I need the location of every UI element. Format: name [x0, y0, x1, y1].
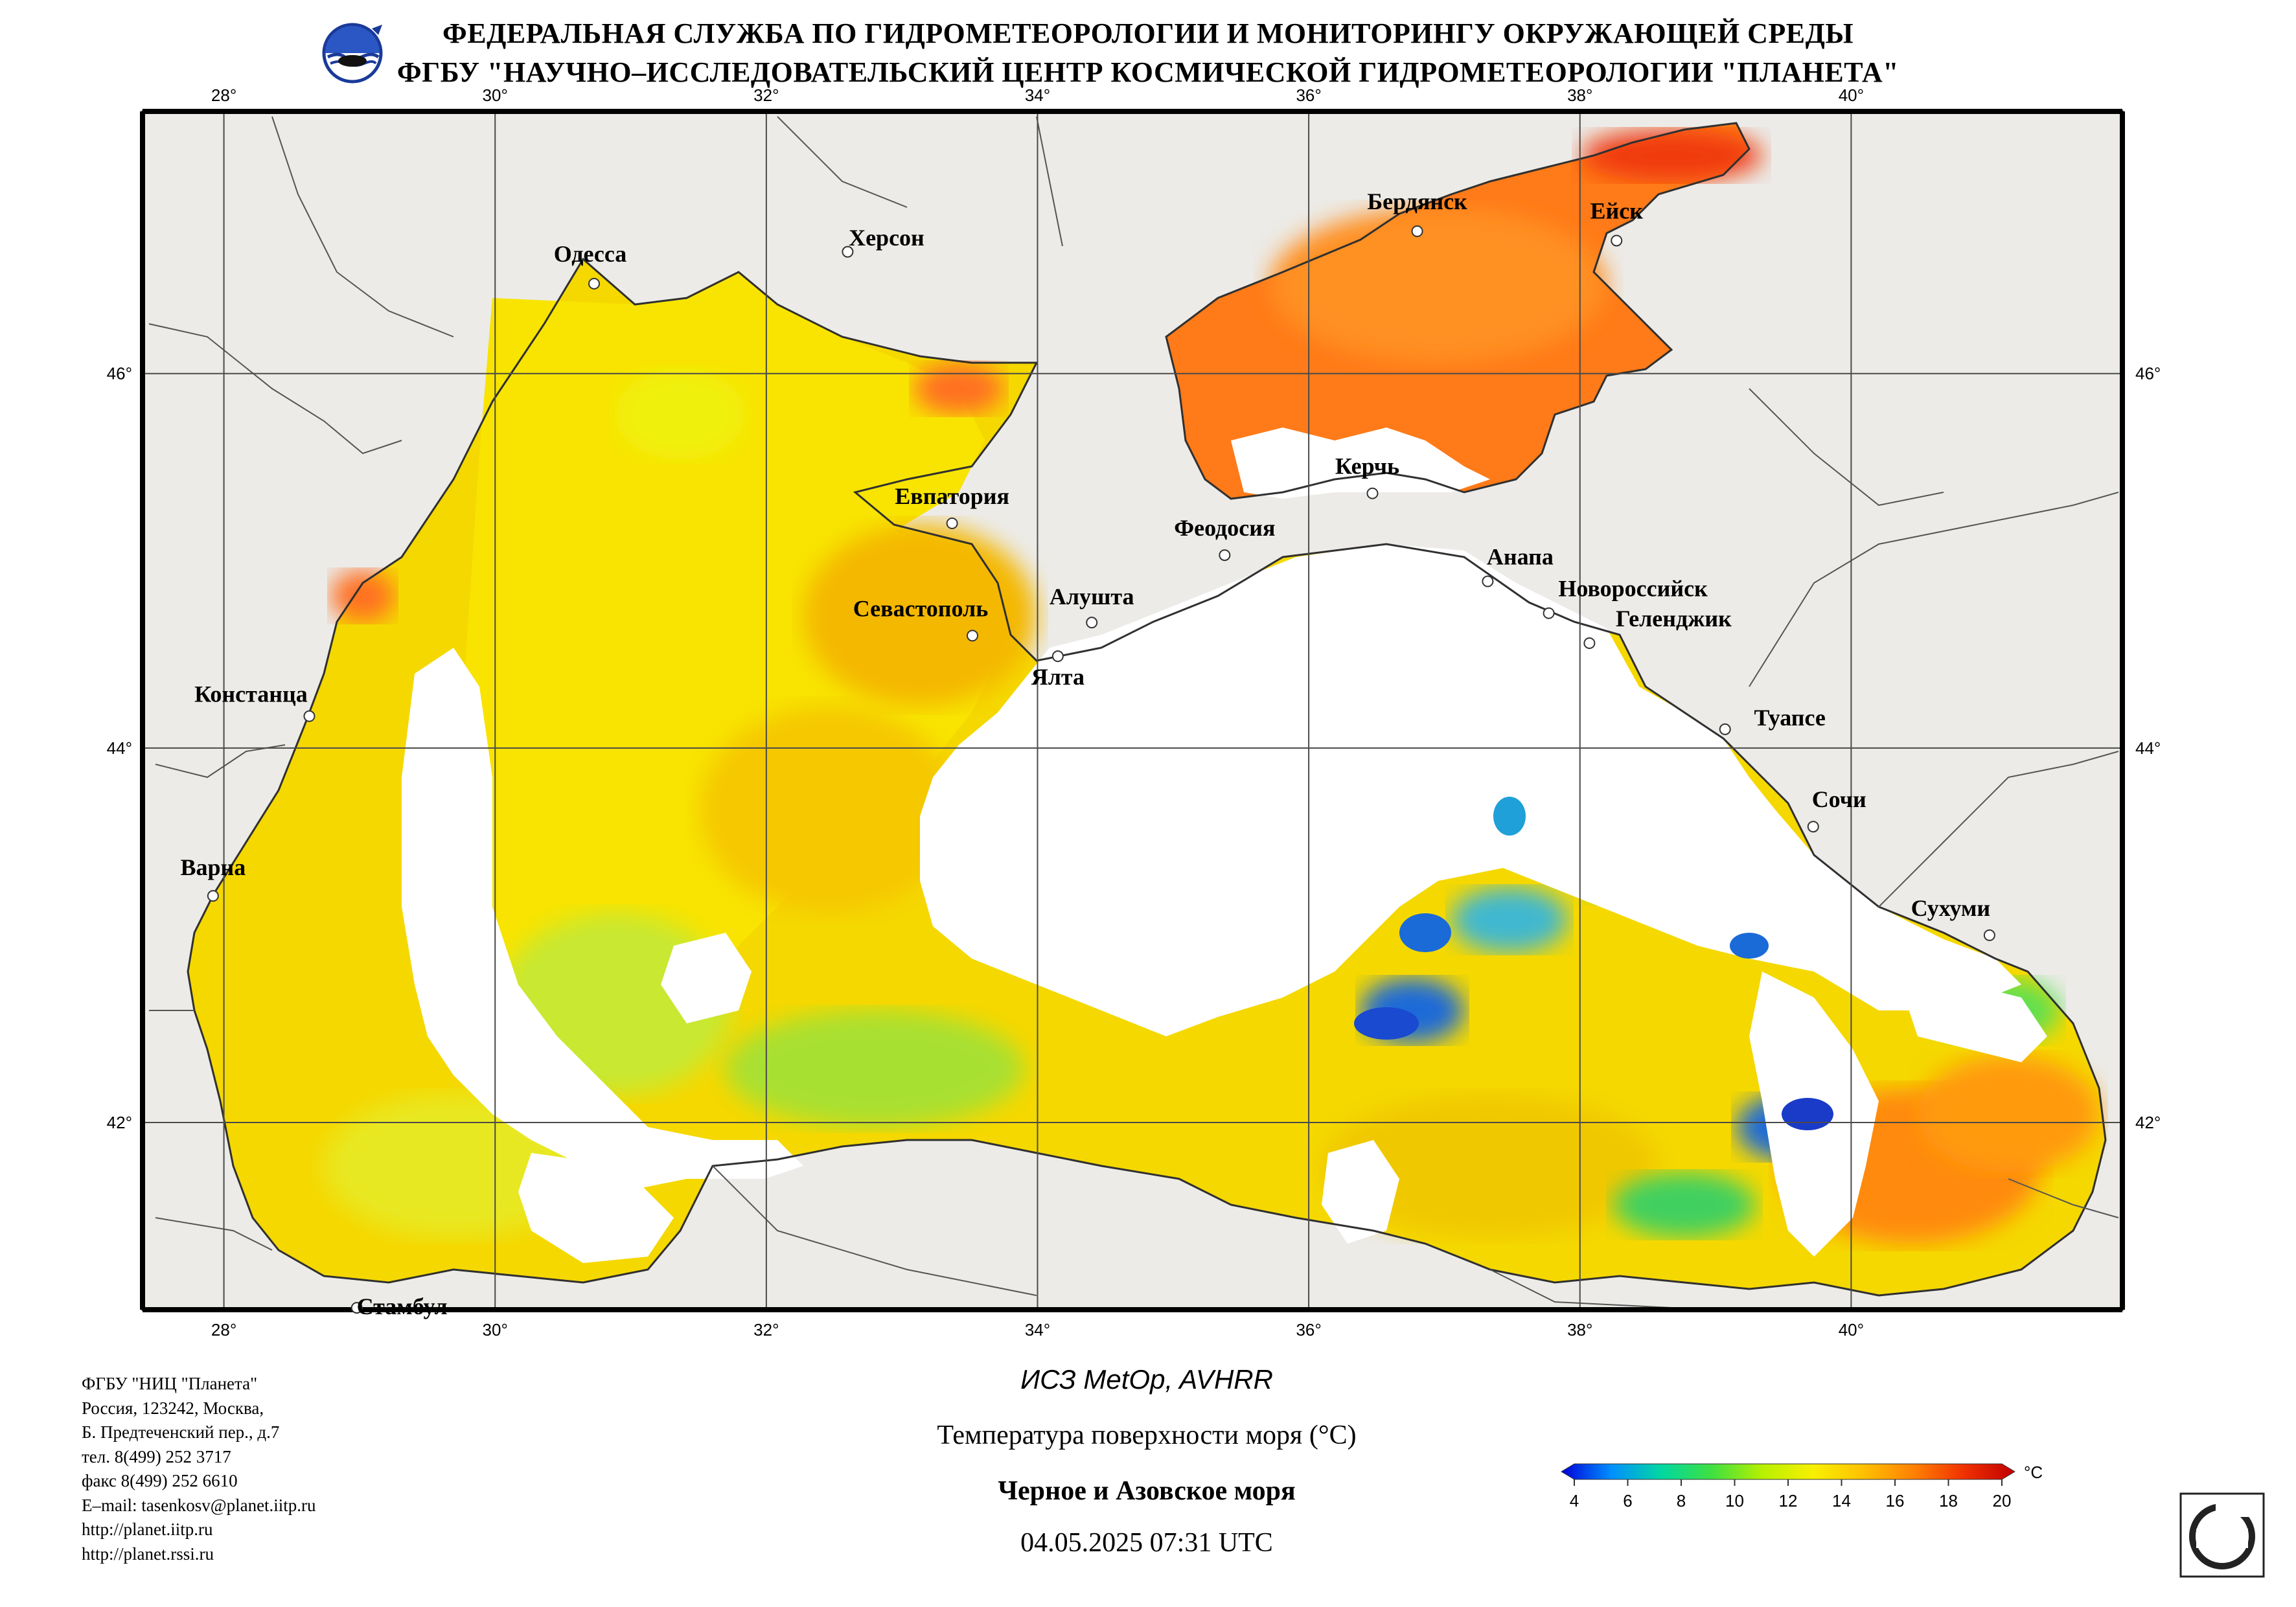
city-label: Стамбул — [357, 1294, 448, 1319]
cloud-mask — [402, 427, 2047, 1263]
lon-tick-label: 38° — [1567, 1320, 1592, 1339]
lon-tick-label: 34° — [1025, 1320, 1050, 1339]
city-dot — [1583, 637, 1596, 649]
city-label: Варна — [180, 854, 246, 880]
color-scale: 4 6 8 10 12 14 16 18 20 °C — [1561, 1463, 2043, 1510]
city-dot — [1366, 487, 1379, 499]
city-markers: Одесса Херсон Бердянск Ейск Евпатория Керчь Фе… — [180, 188, 1995, 1319]
city-label: Анапа — [1487, 544, 1554, 570]
city-dot — [303, 710, 316, 722]
lat-tick-label: 42° — [107, 1113, 132, 1132]
city-dot — [842, 245, 854, 258]
lon-tick-label: 28° — [211, 1320, 236, 1339]
contact-info: ФГБУ "НИЦ "Планета" Россия, 123242, Моск… — [82, 1372, 444, 1566]
city-label: Феодосия — [1174, 515, 1275, 541]
info-email: E–mail: tasenkosv@planet.iitp.ru — [82, 1495, 316, 1515]
lon-tick-label: 38° — [1567, 85, 1592, 105]
color-scale-tick-label: 16 — [1886, 1491, 1905, 1510]
color-scale-tick-label: 6 — [1623, 1491, 1632, 1510]
city-label: Керчь — [1335, 453, 1399, 479]
info-url1: http://planet.iitp.ru — [82, 1520, 213, 1539]
color-scale-tick-label: 18 — [1939, 1491, 1958, 1510]
info-addr2: Б. Предтеченский пер., д.7 — [82, 1422, 280, 1442]
color-scale-tick-label: 4 — [1570, 1491, 1579, 1510]
city-label: Херсон — [849, 225, 924, 251]
info-org: ФГБУ "НИЦ "Планета" — [82, 1374, 258, 1393]
iso-certificate-icon — [2179, 1492, 2265, 1578]
city-dot — [967, 630, 979, 642]
city-dot — [1482, 575, 1494, 587]
map-frame-thick-edges — [140, 109, 2125, 1312]
city-dot — [1086, 617, 1098, 629]
lon-tick-label: 34° — [1025, 85, 1050, 105]
city-dot — [1051, 650, 1064, 663]
lon-tick-label: 28° — [211, 85, 236, 105]
coastlines — [187, 122, 2107, 1297]
city-label: Туапсе — [1754, 705, 1825, 731]
lat-tick-label: 46° — [107, 364, 132, 383]
center-title: ФГБУ "НАУЧНО–ИССЛЕДОВАТЕЛЬСКИЙ ЦЕНТР КОС… — [396, 56, 1900, 88]
city-dot — [1807, 821, 1819, 833]
info-url2: http://planet.rssi.ru — [82, 1544, 214, 1564]
city-label: Констанца — [194, 681, 308, 707]
city-dot — [1219, 549, 1231, 562]
color-scale-unit: °C — [2024, 1463, 2043, 1482]
color-scale-tick-label: 14 — [1832, 1491, 1851, 1510]
info-tel: тел. 8(499) 252 3717 — [82, 1446, 231, 1466]
city-label: Геленджик — [1616, 606, 1732, 632]
lon-tick-label: 36° — [1296, 1320, 1321, 1339]
planeta-logo-icon — [322, 23, 383, 84]
city-dot — [1411, 225, 1423, 237]
city-dot — [1543, 607, 1555, 619]
city-dot — [946, 517, 958, 529]
color-scale-bar — [1561, 1463, 2015, 1480]
city-dot — [588, 277, 601, 290]
satellite-caption: ИСЗ MetOp, AVHRR — [1020, 1364, 1273, 1395]
lon-tick-label: 40° — [1839, 85, 1864, 105]
city-label: Ейск — [1590, 198, 1644, 223]
tick-labels: 28° 28° 30° 30° 32° 32° 34° 34° 36° 36° 38° 38° 40° 4… — [107, 85, 2161, 1339]
color-scale-tick-label: 20 — [1993, 1491, 2012, 1510]
lat-tick-label: 46° — [2135, 364, 2161, 383]
city-label: Алушта — [1050, 584, 1134, 610]
lat-tick-label: 42° — [2135, 1113, 2161, 1132]
lat-tick-label: 44° — [107, 738, 132, 758]
region-caption: Черное и Азовское моря — [998, 1476, 1296, 1506]
color-scale-tick-label: 10 — [1725, 1491, 1744, 1510]
city-dot — [1719, 723, 1731, 735]
city-label: Сухуми — [1911, 895, 1991, 921]
city-label: Ялта — [1031, 664, 1085, 690]
lon-tick-label: 30° — [483, 1320, 508, 1339]
color-scale-tick-label: 12 — [1779, 1491, 1798, 1510]
lon-tick-label: 32° — [753, 85, 779, 105]
lat-tick-label: 44° — [2135, 738, 2161, 758]
parameter-caption: Температура поверхности моря (°C) — [937, 1420, 1357, 1450]
color-scale-tick-label: 8 — [1677, 1491, 1686, 1510]
city-dot — [350, 1302, 363, 1314]
city-label: Евпатория — [895, 483, 1009, 509]
datetime-caption: 04.05.2025 07:31 UTC — [1020, 1528, 1273, 1558]
info-fax: факс 8(499) 252 6610 — [82, 1471, 238, 1490]
city-dot — [207, 890, 219, 902]
lon-tick-label: 36° — [1296, 85, 1321, 105]
graticule — [143, 111, 2122, 1310]
city-label: Одесса — [554, 241, 627, 267]
info-addr1: Россия, 123242, Москва, — [82, 1398, 264, 1418]
agency-title: ФЕДЕРАЛЬНАЯ СЛУЖБА ПО ГИДРОМЕТЕОРОЛОГИИ … — [442, 17, 1854, 49]
lon-tick-label: 30° — [483, 85, 508, 105]
city-dot — [1611, 234, 1623, 247]
borders — [148, 116, 2119, 1309]
lon-tick-label: 32° — [753, 1320, 779, 1339]
city-label: Сочи — [1812, 786, 1866, 812]
city-dot — [1983, 929, 1995, 941]
city-label: Севастополь — [853, 595, 989, 621]
city-label: Новороссийск — [1558, 576, 1708, 602]
lon-tick-label: 40° — [1839, 1320, 1864, 1339]
city-label: Бердянск — [1367, 188, 1467, 214]
